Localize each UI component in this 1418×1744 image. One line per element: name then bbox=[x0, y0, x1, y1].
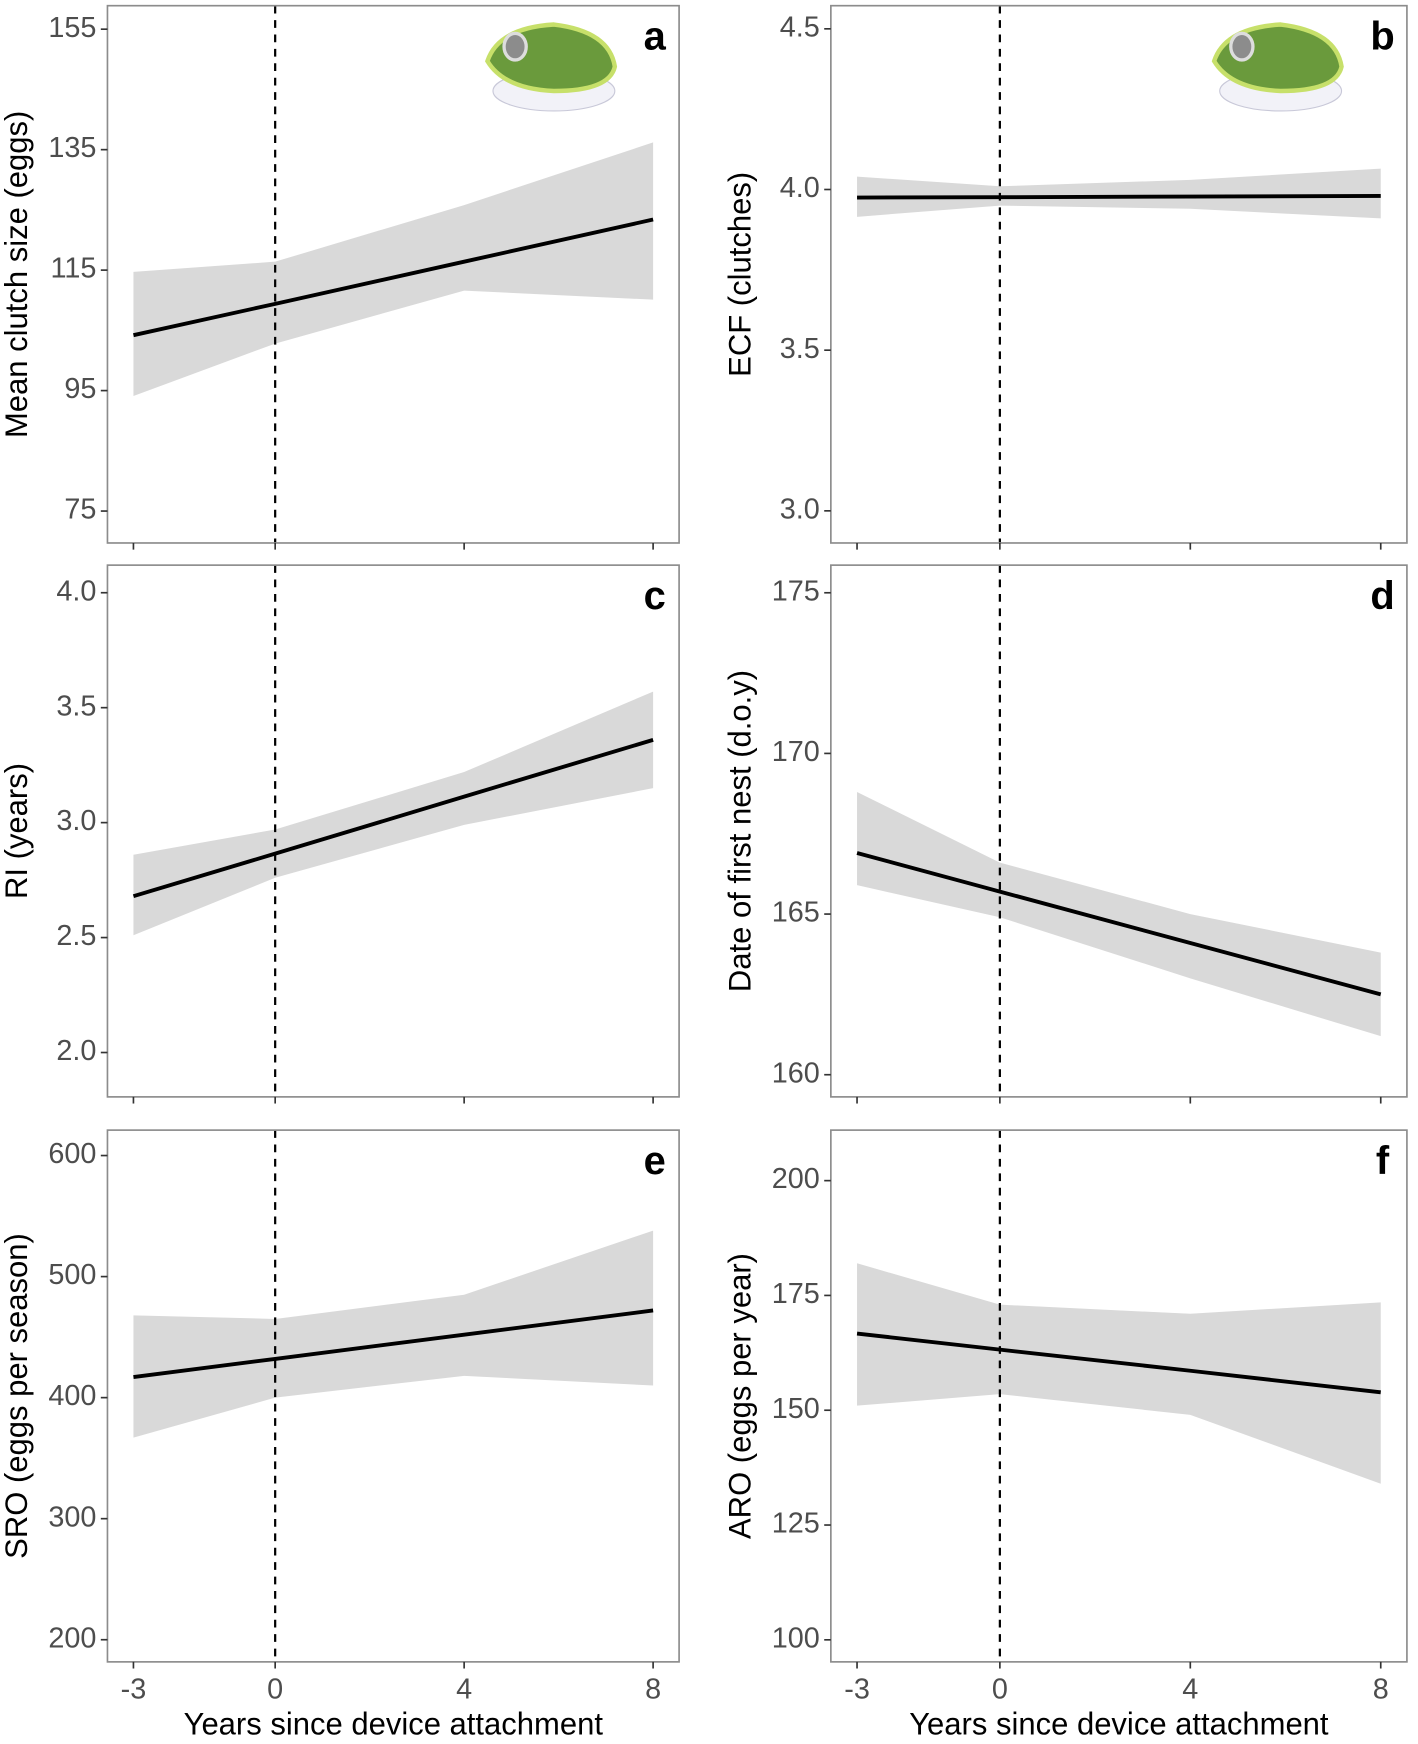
y-axis-title: SRO (eggs per season) bbox=[0, 1233, 34, 1559]
y-axis-title: Mean clutch size (eggs) bbox=[0, 111, 34, 438]
y-axis-title: ARO (eggs per year) bbox=[722, 1253, 757, 1539]
trend-line bbox=[132, 738, 654, 899]
y-tick-label: 3.0 bbox=[56, 805, 96, 837]
y-tick-label: 4.5 bbox=[780, 11, 820, 43]
plot-frame bbox=[106, 4, 680, 544]
x-tick-label: -3 bbox=[121, 1673, 147, 1705]
turtle-icon bbox=[485, 22, 618, 112]
panel-label: f bbox=[1376, 1139, 1390, 1183]
y-tick-label: 400 bbox=[48, 1380, 96, 1412]
y-tick-label: 2.0 bbox=[56, 1035, 96, 1067]
x-tick-label: 4 bbox=[1182, 1673, 1198, 1705]
confidence-band bbox=[133, 142, 654, 397]
plot-frame bbox=[830, 564, 1408, 1098]
plot-frame bbox=[106, 564, 680, 1098]
y-axis-title: Date of first nest (d.o.y) bbox=[722, 670, 757, 992]
panel: 3.0 3.5 4.0 4.5 ECF (clutches) b bbox=[722, 4, 1408, 550]
panel: 2.0 2.5 3.0 3.5 4.0 RI (years) c bbox=[0, 564, 680, 1104]
trend-line bbox=[133, 1308, 654, 1379]
y-tick-label: 200 bbox=[48, 1622, 96, 1654]
y-tick-label: 3.0 bbox=[780, 493, 820, 525]
confidence-band bbox=[857, 1263, 1381, 1484]
y-tick-label: 300 bbox=[48, 1501, 96, 1533]
panel-label: e bbox=[644, 1139, 666, 1183]
x-tick-label: 8 bbox=[645, 1673, 661, 1705]
panel-label: d bbox=[1370, 574, 1394, 618]
confidence-band bbox=[133, 1230, 654, 1438]
x-axis-title: Years since device attachment bbox=[909, 1706, 1329, 1741]
trend-line bbox=[856, 1331, 1381, 1395]
panel-label: a bbox=[644, 14, 667, 58]
plot-frame bbox=[106, 1129, 680, 1663]
panel-label: c bbox=[644, 574, 666, 618]
y-tick-label: 165 bbox=[772, 897, 820, 929]
panel: 100 125 150 175 200 -3 0 4 8 Years since device a… bbox=[722, 1129, 1408, 1741]
panel: 75 95 115 135 155 Mean clutch size (eggs) a bbox=[0, 4, 680, 550]
trend-line bbox=[857, 193, 1381, 200]
x-tick-label: 0 bbox=[267, 1673, 283, 1705]
y-tick-label: 4.0 bbox=[780, 172, 820, 204]
panel-label: b bbox=[1370, 14, 1394, 58]
turtle-icon bbox=[1211, 22, 1344, 112]
panel: 200 300 400 500 600 -3 0 4 8 Years since device a… bbox=[0, 1129, 680, 1741]
y-axis-title: RI (years) bbox=[0, 763, 34, 899]
plot-frame bbox=[830, 4, 1408, 544]
x-tick-label: -3 bbox=[844, 1673, 870, 1705]
y-tick-label: 150 bbox=[772, 1393, 820, 1425]
y-tick-label: 4.0 bbox=[56, 575, 96, 607]
y-tick-label: 200 bbox=[772, 1163, 820, 1195]
y-tick-label: 600 bbox=[48, 1138, 96, 1170]
y-tick-label: 175 bbox=[772, 1278, 820, 1310]
y-tick-label: 125 bbox=[772, 1508, 820, 1540]
y-tick-label: 100 bbox=[772, 1622, 820, 1654]
confidence-band bbox=[857, 791, 1381, 1037]
y-tick-label: 175 bbox=[772, 575, 820, 607]
confidence-band bbox=[857, 168, 1381, 219]
plot-frame bbox=[830, 1129, 1408, 1663]
x-axis-title: Years since device attachment bbox=[184, 1706, 604, 1741]
trend-line bbox=[133, 217, 654, 338]
y-tick-label: 3.5 bbox=[780, 333, 820, 365]
y-axis-title: ECF (clutches) bbox=[722, 172, 757, 377]
y-tick-label: 135 bbox=[48, 132, 96, 164]
panel: 160 165 170 175 Date of first nest (d.o.y) d bbox=[722, 564, 1408, 1104]
y-tick-label: 115 bbox=[50, 253, 96, 285]
y-tick-label: 155 bbox=[48, 12, 96, 44]
confidence-band bbox=[133, 691, 654, 936]
y-tick-label: 2.5 bbox=[56, 920, 96, 952]
y-tick-label: 170 bbox=[772, 736, 820, 768]
y-tick-label: 160 bbox=[772, 1057, 820, 1089]
y-tick-label: 75 bbox=[64, 494, 96, 526]
y-tick-label: 95 bbox=[64, 373, 96, 405]
y-tick-label: 500 bbox=[48, 1259, 96, 1291]
trend-line bbox=[856, 851, 1382, 997]
x-tick-label: 0 bbox=[992, 1673, 1008, 1705]
x-tick-label: 8 bbox=[1373, 1673, 1389, 1705]
y-tick-label: 3.5 bbox=[56, 690, 96, 722]
x-tick-label: 4 bbox=[456, 1673, 472, 1705]
